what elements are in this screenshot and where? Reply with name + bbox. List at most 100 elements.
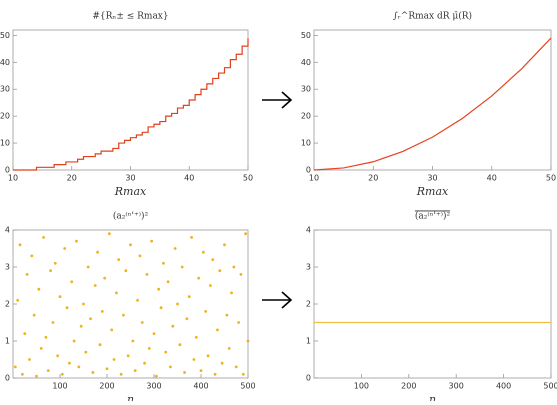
scatter-point (16, 298, 20, 302)
y-tick-label: 10 (0, 139, 10, 148)
scatter-point (42, 236, 45, 239)
scatter-point (185, 317, 189, 321)
scatter-point (166, 280, 170, 284)
scatter-point (232, 265, 236, 269)
scatter-point (152, 332, 156, 335)
scatter-point (164, 350, 168, 354)
scatter-point (178, 343, 182, 347)
scatter-point (176, 302, 179, 306)
y-tick-label: 3 (306, 263, 311, 272)
scatter-point (119, 372, 123, 376)
scatter-point (223, 243, 226, 247)
y-tick-label: 2 (306, 300, 311, 309)
scatter-point (206, 354, 210, 358)
scatter-point (25, 273, 29, 276)
scatter-point (154, 374, 158, 378)
scatter-point (32, 313, 36, 317)
x-tick-label: 10 (8, 174, 18, 183)
x-tick-label: 100 (52, 382, 67, 391)
scatter-point (115, 291, 118, 295)
scatter-point (143, 361, 147, 365)
x-tick-label: 50 (243, 174, 253, 183)
scatter-point (110, 328, 114, 332)
scatter-point (79, 324, 83, 328)
scatter-point (93, 284, 97, 287)
y-tick-label: 1 (5, 337, 10, 346)
scatter-point (220, 361, 224, 365)
scatter-point (133, 369, 137, 372)
scatter-point (112, 358, 116, 361)
y-tick-label: 40 (301, 58, 311, 67)
x-tick-label: 500 (240, 382, 255, 391)
scatter-point (190, 236, 194, 239)
scatter-point (241, 372, 245, 376)
y-tick-label: 30 (0, 85, 10, 94)
plot-frame (313, 29, 552, 171)
scatter-point (51, 321, 55, 324)
scatter-point (30, 254, 34, 258)
x-tick-label: 500 (543, 382, 557, 391)
scatter-point (39, 347, 43, 350)
y-tick-label: 0 (306, 166, 311, 175)
scatter-point (138, 254, 142, 258)
x-tick-label: 400 (193, 382, 208, 391)
scatter-point (171, 324, 175, 328)
scatter-point (49, 269, 52, 273)
scatter-point (44, 335, 48, 339)
x-tick-label: 20 (67, 174, 77, 183)
scatter-point (18, 243, 22, 247)
chart-title: ∫ᵣ^Rmax dR μ̄(R) (393, 11, 472, 22)
scatter-point (129, 243, 132, 247)
x-tick-label: 40 (184, 174, 194, 183)
scatter-point (72, 339, 76, 343)
scatter-point (96, 250, 99, 254)
x-axis-label: Rmax (114, 185, 147, 198)
scatter-point (147, 347, 151, 350)
scatter-point (98, 343, 102, 347)
scatter-point (70, 280, 74, 284)
y-tick-label: 20 (301, 112, 311, 121)
scatter-point (56, 354, 60, 358)
scatter-point (124, 269, 128, 273)
scatter-point (105, 367, 109, 371)
scatter-point (173, 247, 177, 250)
scatter-point (131, 339, 135, 343)
scatter-point (84, 350, 88, 354)
scatter-point (13, 365, 17, 369)
y-tick-label: 4 (5, 226, 10, 235)
x-tick-label: 300 (449, 382, 464, 391)
arrow (262, 91, 293, 309)
x-tick-label: 40 (487, 174, 497, 183)
scatter-point (225, 313, 229, 317)
y-tick-label: 0 (306, 374, 311, 383)
y-tick-label: 40 (0, 58, 10, 67)
scatter-point (68, 361, 71, 365)
scatter-point (60, 372, 64, 376)
scatter-point (194, 335, 198, 339)
x-tick-label: 10 (309, 174, 319, 183)
scatter-point (35, 374, 38, 378)
scatter-point (28, 358, 31, 361)
scatter-point (21, 372, 24, 376)
scatter-point (136, 298, 139, 302)
scatter-point (63, 247, 67, 250)
chart-title: #{Rₙ± ≤ Rmax} (92, 12, 168, 22)
scatter-point (183, 371, 186, 374)
scatter-point (192, 358, 196, 361)
scatter-point (37, 287, 41, 291)
scatter-point (53, 261, 57, 265)
scatter-point (234, 365, 238, 369)
scatter-point (89, 317, 92, 321)
scatter-point (91, 371, 95, 374)
y-tick-label: 2 (5, 300, 10, 309)
plot-frame (12, 29, 249, 171)
scatter-point (58, 295, 62, 298)
y-tick-label: 50 (301, 31, 311, 40)
plot-frame (12, 229, 249, 379)
x-tick-label: 300 (146, 382, 161, 391)
scatter-point (246, 339, 250, 343)
scatter-point (187, 295, 191, 298)
y-tick-label: 10 (301, 139, 311, 148)
scatter-point (77, 365, 81, 369)
